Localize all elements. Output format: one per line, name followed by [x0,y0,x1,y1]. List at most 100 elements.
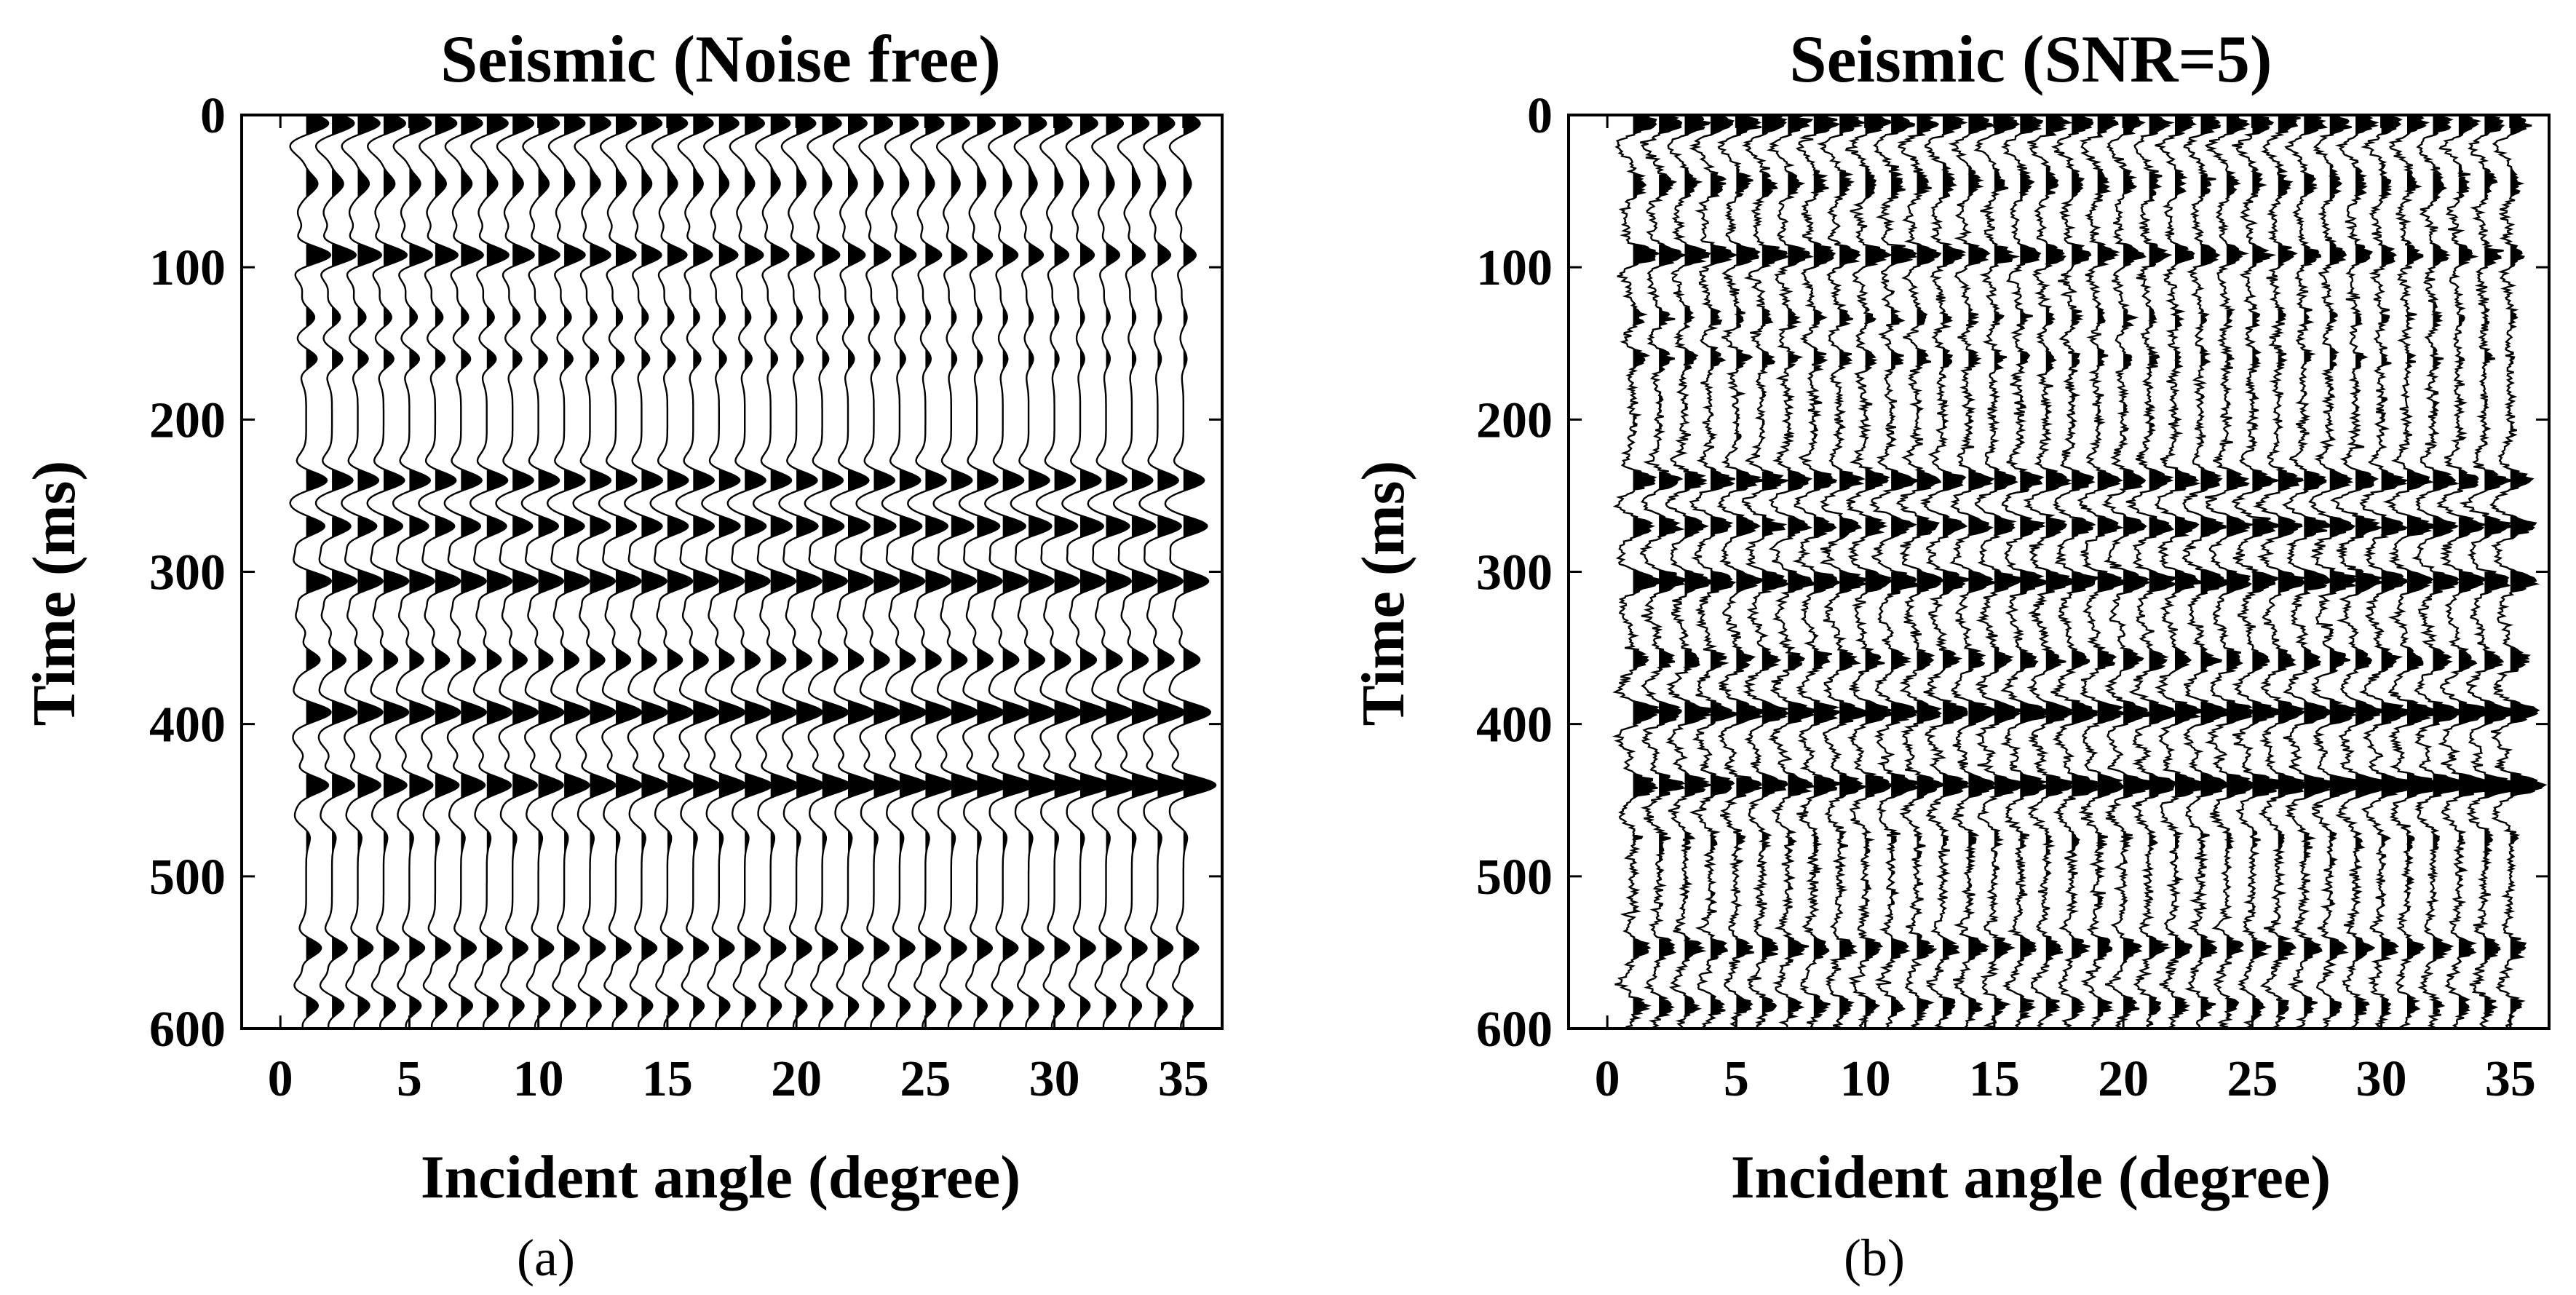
trace-wiggle [2308,115,2364,1029]
trace-fill [925,115,955,1020]
y-tick-label: 0 [1527,88,1553,144]
trace-wiggle [829,115,878,1029]
trace-fill [1684,115,1716,1020]
trace-wiggle [469,115,513,1029]
trace-wiggle [2330,115,2390,1029]
trace-wiggle [2281,115,2340,1029]
panel-a-traces [289,115,1217,1029]
trace-wiggle [1112,115,1165,1029]
trace-wiggle [1844,115,1895,1029]
trace-wiggle [2252,115,2310,1029]
y-tick-label: 400 [1476,697,1553,753]
trace-wiggle [1164,115,1217,1029]
trace-wiggle [624,115,669,1029]
trace-wiggle [984,115,1034,1029]
trace-fill [848,115,876,1020]
x-tick-label: 25 [2227,1051,2278,1107]
x-tick-label: 10 [513,1051,564,1107]
trace-fill [461,115,486,1020]
trace-wiggle [855,115,904,1029]
y-tick-label: 500 [1476,850,1553,906]
panel-a-title: Seismic (Noise free) [440,22,1001,96]
panel-b-traces [1612,115,2548,1029]
trace-fill [564,115,590,1020]
trace-wiggle [907,115,956,1029]
trace-wiggle [443,115,487,1029]
trace-fill [951,115,981,1020]
y-tick-label: 300 [1476,545,1553,601]
x-tick-label: 15 [642,1051,693,1107]
trace-wiggle [2154,115,2208,1029]
trace-fill [332,115,357,1020]
trace-fill [693,115,720,1020]
trace-wiggle [1973,115,2026,1029]
trace-fill [977,115,1007,1020]
trace-fill [1968,115,1997,1021]
x-tick-label: 30 [1029,1051,1080,1107]
y-tick-label: 200 [149,392,226,448]
trace-fill [1131,115,1164,1020]
trace-fill [2458,115,2495,1020]
trace-wiggle [804,115,852,1029]
y-tick-label: 500 [149,850,226,906]
panel-b-ylabel: Time (ms) [1350,461,1417,726]
panel-a-xlabel: Incident angle (degree) [421,1144,1021,1211]
trace-wiggle [1868,115,1924,1029]
trace-wiggle [2181,115,2233,1029]
trace-wiggle [1639,115,1689,1029]
trace-wiggle [649,115,695,1029]
trace-wiggle [1766,115,1818,1029]
panel-b-label: (b) [1844,1229,1905,1287]
trace-fill [2175,115,2207,1018]
y-tick-label: 0 [200,88,226,144]
trace-wiggle [1716,115,1765,1029]
trace-fill [512,115,538,1020]
trace-wiggle [1792,115,1844,1029]
trace-wiggle [958,115,1008,1029]
trace-wiggle [1689,115,1739,1029]
trace-fill [718,115,746,1020]
y-tick-label: 600 [149,1002,226,1058]
trace-fill [667,115,694,1020]
x-tick-label: 20 [771,1051,822,1107]
y-tick-label: 300 [149,545,226,601]
trace-wiggle [932,115,982,1029]
trace-wiggle [314,115,358,1029]
x-tick-label: 5 [1724,1051,1749,1107]
trace-wiggle [2023,115,2075,1029]
trace-wiggle [289,115,333,1029]
trace-wiggle [1061,115,1113,1029]
trace-fill [1157,115,1190,1020]
trace-wiggle [418,115,461,1029]
x-tick-label: 35 [1158,1051,1209,1107]
trace-wiggle [2489,115,2548,1029]
trace-fill [2045,115,2074,1018]
trace-wiggle [392,115,435,1029]
trace-fill [1943,115,1971,1020]
trace-wiggle [546,115,591,1029]
panel-a: Seismic (Noise free) Time (ms) Incident … [20,22,1224,1287]
trace-wiggle [2382,115,2441,1029]
trace-fill [1788,115,1818,1020]
x-tick-label: 5 [397,1051,422,1107]
trace-fill [590,115,616,1020]
y-tick-label: 400 [149,697,226,753]
trace-fill [1183,115,1216,1020]
trace-fill [1054,115,1085,1020]
trace-wiggle [1035,115,1087,1029]
trace-fill [2200,115,2231,1029]
trace-wiggle [752,115,799,1029]
trace-fill [384,115,409,1020]
trace-wiggle [572,115,617,1029]
trace-wiggle [2000,115,2056,1029]
trace-wiggle [2077,115,2128,1029]
x-tick-label: 15 [1969,1051,2020,1107]
trace-wiggle [1948,115,1999,1029]
trace-wiggle [341,115,384,1029]
trace-wiggle [675,115,721,1029]
trace-wiggle [1010,115,1061,1029]
trace-wiggle [881,115,930,1029]
trace-fill [873,115,903,1020]
panel-b-title: Seismic (SNR=5) [1789,22,2272,96]
trace-wiggle [1087,115,1138,1029]
